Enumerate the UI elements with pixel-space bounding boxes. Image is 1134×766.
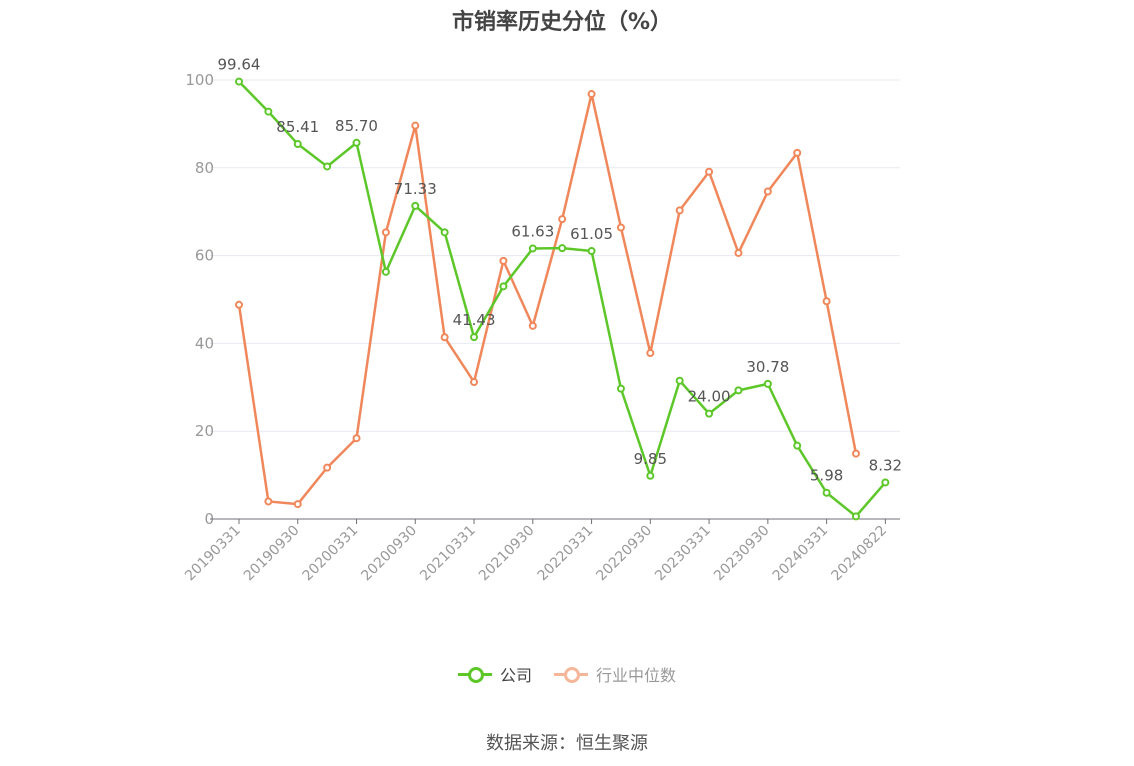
x-tick-label: 20230331: [652, 523, 714, 585]
industry-data-point: [264, 497, 273, 506]
x-tick-label: 20240822: [828, 523, 890, 585]
legend-industry-marker-icon: [554, 666, 588, 683]
data-label: 71.33: [394, 180, 437, 198]
data-label: 61.63: [511, 222, 554, 240]
x-tick-label: 20210930: [476, 523, 538, 585]
company-data-point: [528, 244, 537, 253]
y-tick-label: 60: [195, 247, 214, 265]
company-data-point: [822, 488, 831, 497]
company-data-point: [293, 140, 302, 149]
legend-company-label: 公司: [499, 666, 532, 685]
chart-title: 市销率历史分位（%）: [451, 10, 673, 35]
x-tick-label: 20190331: [182, 523, 244, 585]
industry-data-point: [646, 349, 655, 358]
industry-data-point: [616, 223, 625, 232]
data-source-note: 数据来源：恒生聚源: [486, 733, 648, 754]
x-tick-label: 20200331: [300, 523, 362, 585]
company-data-point: [763, 379, 772, 388]
legend-item-industry[interactable]: 行业中位数: [554, 662, 676, 686]
industry-data-point: [734, 248, 743, 257]
line-chart: 0 20 40 60 80 100 2019033120190930202003312020…: [182, 56, 902, 585]
industry-data-point: [293, 500, 302, 509]
industry-data-point: [705, 167, 714, 176]
company-data-point: [499, 282, 508, 291]
y-tick-label: 20: [195, 422, 214, 440]
company-series-line: [238, 80, 887, 518]
company-data-point: [470, 333, 479, 342]
industry-data-point: [851, 449, 860, 458]
industry-data-point: [470, 378, 479, 387]
industry-data-point: [587, 90, 596, 99]
industry-data-point: [381, 228, 390, 237]
industry-series-line: [237, 92, 858, 506]
y-tick-label: 80: [195, 159, 214, 177]
y-tick-label: 100: [185, 71, 214, 89]
data-label: 85.41: [276, 118, 319, 136]
industry-data-point: [352, 434, 361, 443]
x-tick-label: 20190930: [241, 523, 303, 585]
company-data-point: [881, 478, 890, 487]
x-tick-label: 20210331: [417, 523, 479, 585]
industry-data-point: [763, 187, 772, 196]
y-tick-label: 0: [204, 510, 214, 528]
company-data-point: [675, 376, 684, 385]
company-data-point: [381, 267, 390, 276]
company-data-point: [793, 441, 802, 450]
y-tick-label: 40: [195, 334, 214, 352]
data-label: 85.70: [335, 117, 378, 135]
company-data-point: [646, 471, 655, 480]
company-data-point: [734, 386, 743, 395]
data-label: 61.05: [570, 225, 613, 243]
chart-legend: 公司 行业中位数: [0, 662, 1134, 686]
industry-data-point: [822, 297, 831, 306]
company-data-point: [587, 246, 596, 255]
data-label: 99.64: [218, 56, 261, 74]
x-tick-label: 20220930: [593, 523, 655, 585]
x-tick-label: 20200930: [358, 523, 420, 585]
industry-data-point: [675, 206, 684, 215]
company-data-point: [440, 228, 449, 237]
company-data-point: [705, 409, 714, 418]
company-data-point: [851, 512, 860, 521]
company-data-point: [264, 107, 273, 116]
data-label: 9.85: [634, 450, 667, 468]
legend-industry-label: 行业中位数: [596, 666, 677, 685]
industry-data-point: [235, 300, 243, 309]
company-data-point: [616, 384, 625, 393]
data-label: 8.32: [869, 456, 902, 474]
industry-data-point: [440, 333, 449, 342]
data-label: 41.43: [453, 311, 496, 329]
company-data-point: [352, 138, 361, 147]
industry-data-point: [499, 256, 508, 265]
x-tick-label: 20220331: [535, 523, 597, 585]
industry-data-point: [323, 463, 332, 472]
data-label: 30.78: [746, 358, 789, 376]
data-label: 5.98: [810, 467, 843, 485]
legend-company-marker-icon: [457, 666, 492, 683]
industry-data-point: [528, 321, 537, 330]
company-data-point: [235, 77, 243, 86]
industry-data-point: [411, 121, 420, 130]
industry-data-point: [793, 148, 802, 157]
industry-data-point: [558, 215, 567, 224]
x-tick-label: 20240331: [770, 523, 832, 585]
company-data-point: [558, 244, 567, 253]
legend-item-company[interactable]: 公司: [457, 662, 532, 686]
data-label: 24.00: [688, 388, 731, 406]
company-data-point: [411, 201, 420, 210]
company-data-point: [323, 162, 332, 171]
x-tick-label: 20230930: [711, 523, 773, 585]
